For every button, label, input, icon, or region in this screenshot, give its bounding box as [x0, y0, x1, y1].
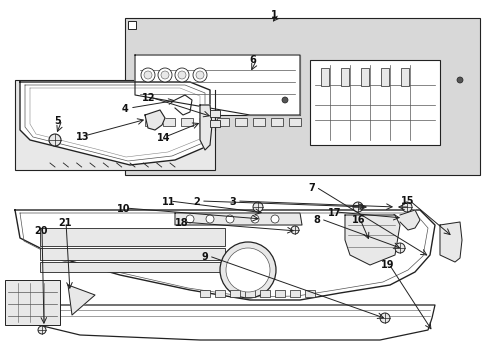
Bar — [209, 120, 220, 127]
Circle shape — [252, 202, 263, 212]
Circle shape — [456, 77, 462, 83]
Circle shape — [379, 313, 389, 323]
Polygon shape — [399, 210, 419, 230]
Text: 3: 3 — [228, 197, 235, 207]
Circle shape — [49, 134, 61, 146]
Bar — [145, 118, 157, 126]
Bar — [15, 80, 215, 170]
Circle shape — [38, 326, 46, 334]
Bar — [217, 118, 228, 126]
Circle shape — [250, 215, 259, 223]
Bar — [5, 280, 60, 325]
Bar — [163, 118, 175, 126]
Text: 1: 1 — [270, 10, 277, 20]
Circle shape — [220, 242, 275, 298]
Bar — [135, 55, 299, 115]
Bar — [125, 18, 479, 175]
Circle shape — [175, 68, 189, 82]
Text: 21: 21 — [58, 218, 71, 228]
Text: 14: 14 — [157, 133, 170, 143]
Bar — [128, 21, 136, 29]
Polygon shape — [145, 110, 164, 130]
Bar — [200, 290, 209, 297]
Polygon shape — [68, 285, 95, 315]
Polygon shape — [175, 213, 302, 225]
Bar — [309, 60, 439, 145]
Text: 10: 10 — [117, 204, 130, 214]
Bar — [289, 290, 299, 297]
Text: 17: 17 — [327, 208, 341, 218]
Bar — [199, 118, 210, 126]
Circle shape — [352, 202, 362, 212]
Bar — [40, 248, 224, 260]
Bar — [288, 118, 301, 126]
Circle shape — [282, 97, 287, 103]
Text: 15: 15 — [400, 196, 414, 206]
Circle shape — [290, 226, 298, 234]
Circle shape — [141, 68, 155, 82]
Text: 2: 2 — [193, 197, 199, 207]
Text: 4: 4 — [122, 104, 128, 114]
Bar — [400, 68, 408, 86]
Text: 7: 7 — [307, 183, 314, 193]
Bar — [40, 228, 224, 246]
Polygon shape — [15, 305, 434, 340]
Bar — [215, 290, 224, 297]
Text: 8: 8 — [312, 215, 319, 225]
Polygon shape — [20, 82, 209, 165]
Polygon shape — [200, 105, 212, 150]
Bar — [274, 290, 285, 297]
Bar — [235, 118, 246, 126]
Text: 11: 11 — [162, 197, 175, 207]
Bar — [209, 110, 220, 117]
Circle shape — [178, 71, 185, 79]
Text: 13: 13 — [76, 132, 89, 142]
Bar — [305, 290, 314, 297]
Circle shape — [196, 71, 203, 79]
Text: 12: 12 — [142, 93, 155, 103]
Text: 19: 19 — [380, 260, 394, 270]
Bar — [320, 68, 328, 86]
Circle shape — [161, 71, 169, 79]
Bar — [252, 118, 264, 126]
Text: 16: 16 — [351, 215, 365, 225]
Text: 18: 18 — [175, 218, 188, 228]
Circle shape — [143, 71, 152, 79]
Bar — [244, 290, 254, 297]
Bar — [40, 262, 224, 272]
Text: 6: 6 — [248, 55, 255, 65]
Circle shape — [270, 215, 279, 223]
Text: 5: 5 — [54, 116, 61, 126]
Bar — [260, 290, 269, 297]
Bar — [360, 68, 368, 86]
Text: 20: 20 — [34, 226, 47, 236]
Circle shape — [185, 215, 194, 223]
Circle shape — [225, 248, 269, 292]
Polygon shape — [135, 55, 299, 115]
Circle shape — [193, 68, 206, 82]
Polygon shape — [15, 210, 434, 300]
Circle shape — [158, 68, 172, 82]
Bar — [380, 68, 388, 86]
Bar — [229, 290, 240, 297]
Circle shape — [401, 202, 411, 212]
Polygon shape — [439, 222, 461, 262]
Bar — [270, 118, 283, 126]
Circle shape — [205, 215, 214, 223]
Bar — [181, 118, 193, 126]
Circle shape — [394, 243, 404, 253]
Circle shape — [225, 215, 234, 223]
Text: 9: 9 — [201, 252, 207, 262]
Polygon shape — [345, 215, 399, 265]
Bar — [340, 68, 348, 86]
